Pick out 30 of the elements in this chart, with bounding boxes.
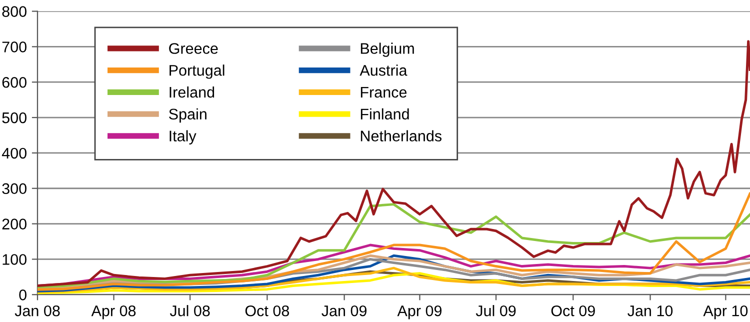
legend-label: Greece (169, 43, 218, 54)
legend-label: Finland (360, 108, 409, 120)
x-tick-label: Jul 08 (170, 305, 210, 316)
x-tick-label: Jan 09 (322, 305, 367, 316)
legend-label: Austria (360, 64, 408, 76)
x-tick-label: Jan 08 (14, 305, 60, 316)
legend-label: Italy (170, 130, 196, 144)
y-tick-label: 300 (2, 183, 26, 194)
y-tick-label: 500 (2, 112, 26, 124)
y-tick-label: 0 (19, 290, 26, 300)
x-tick-label: Oct 08 (245, 305, 290, 316)
y-tick-label: 100 (2, 254, 26, 265)
legend-label: Belgium (360, 42, 414, 57)
y-tick-label: 700 (2, 42, 26, 52)
x-tick-label: Apr 10 (703, 305, 748, 320)
y-tick-label: 600 (2, 76, 26, 88)
legend-label: Spain (169, 108, 206, 123)
legend-label: Netherlands (360, 130, 442, 142)
x-tick-label: Jan 10 (628, 305, 673, 316)
legend-label: Portugal (170, 64, 224, 79)
y-tick-label: 200 (2, 218, 26, 230)
legend-label: France (360, 87, 407, 98)
y-tick-label: 800 (2, 6, 26, 17)
x-tick-label: Apr 09 (397, 305, 442, 320)
legend-label: Ireland (170, 86, 214, 98)
y-tick-label: 400 (2, 148, 26, 159)
x-tick-label: Jul 09 (476, 305, 516, 316)
x-tick-label: Apr 08 (91, 305, 136, 320)
x-tick-label: Oct 09 (551, 305, 595, 316)
line-series (38, 40, 750, 288)
